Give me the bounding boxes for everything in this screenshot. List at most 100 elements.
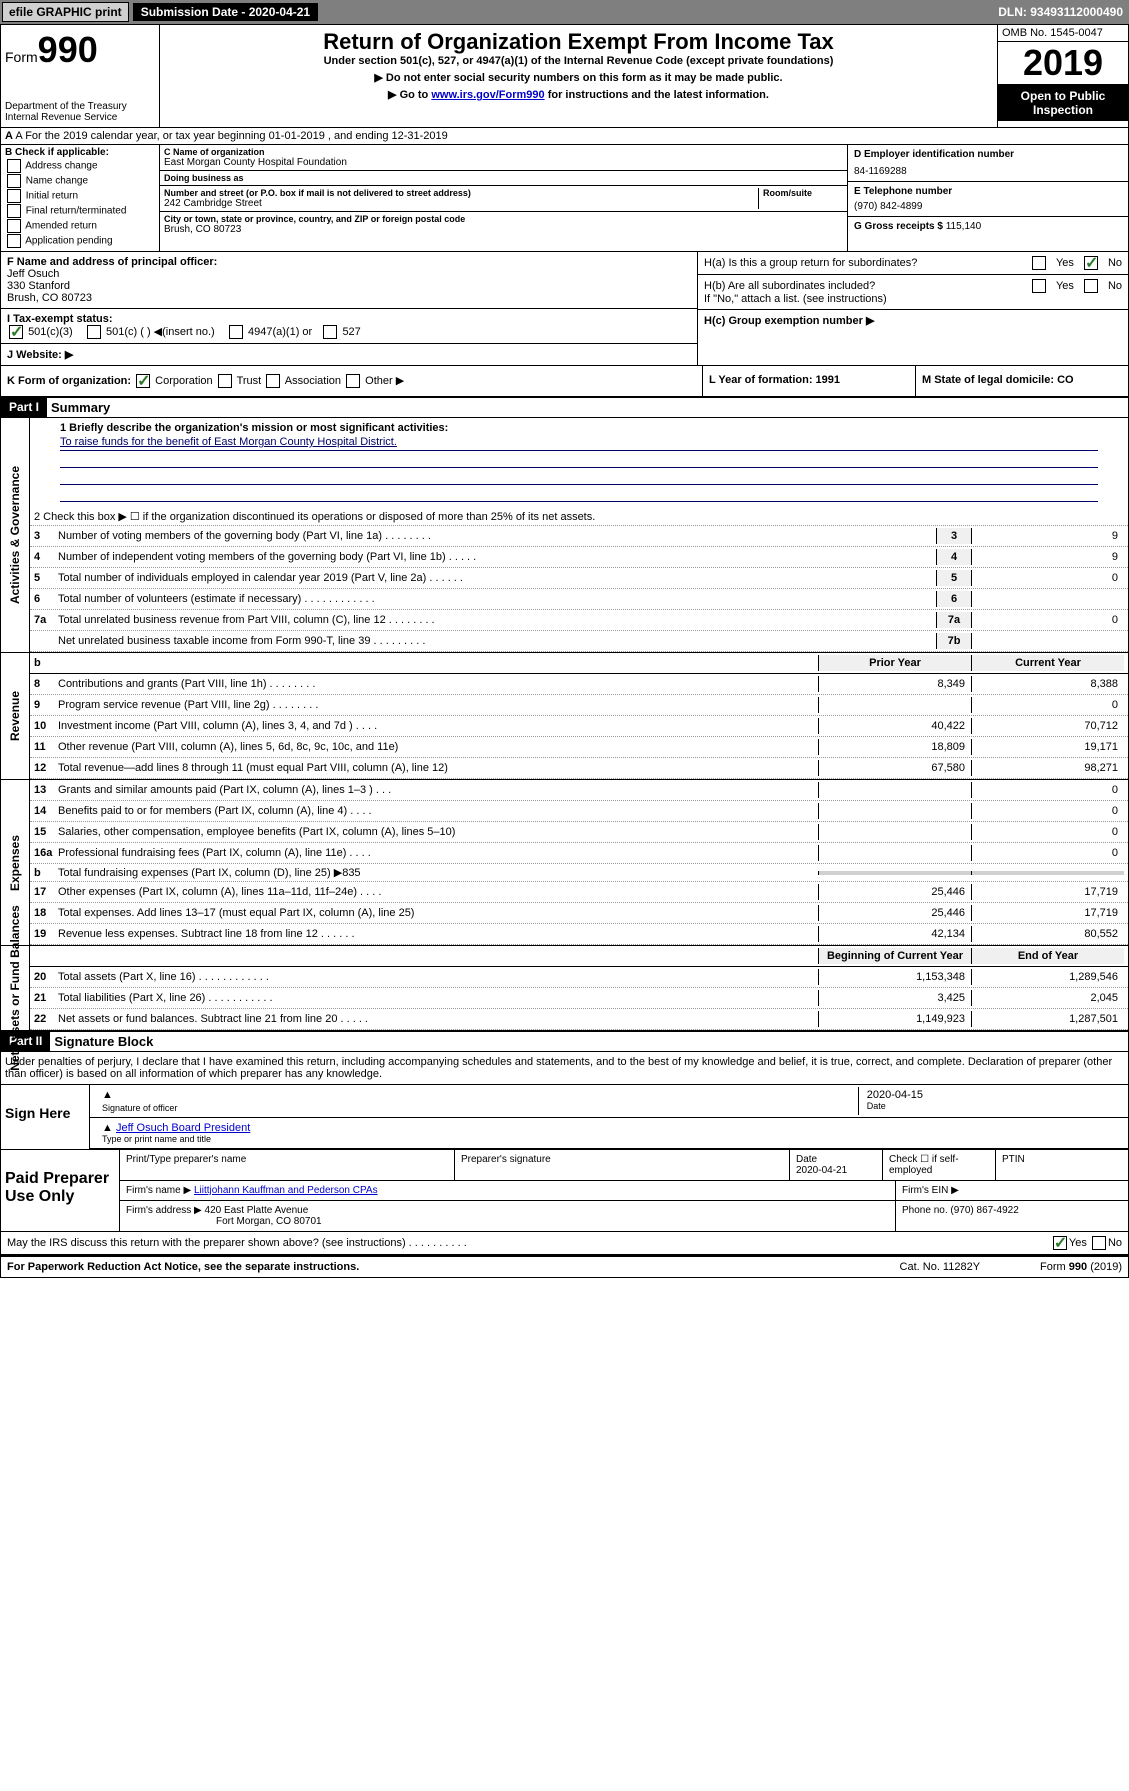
firm-name-link[interactable]: Liittjohann Kauffman and Pederson CPAs bbox=[194, 1185, 378, 1196]
dba-label: Doing business as bbox=[164, 173, 843, 183]
self-employed: Check ☐ if self-employed bbox=[883, 1150, 996, 1180]
summary-line: 6Total number of volunteers (estimate if… bbox=[30, 589, 1128, 610]
submission-date: Submission Date - 2020-04-21 bbox=[133, 3, 318, 21]
row-m-domicile: M State of legal domicile: CO bbox=[915, 366, 1128, 396]
financial-line: bTotal fundraising expenses (Part IX, co… bbox=[30, 864, 1128, 882]
officer-name: Jeff Osuch bbox=[7, 268, 691, 280]
officer-addr1: 330 Stanford bbox=[7, 280, 691, 292]
city-label: City or town, state or province, country… bbox=[164, 214, 843, 224]
row-l-formation: L Year of formation: 1991 bbox=[702, 366, 915, 396]
ein-value: 84-1169288 bbox=[854, 166, 1122, 177]
summary-line: 7aTotal unrelated business revenue from … bbox=[30, 610, 1128, 631]
financial-line: 14Benefits paid to or for members (Part … bbox=[30, 801, 1128, 822]
declaration-text: Under penalties of perjury, I declare th… bbox=[1, 1052, 1128, 1085]
form-label: Form bbox=[5, 49, 38, 65]
h-c-label: H(c) Group exemption number ▶ bbox=[704, 315, 874, 327]
part-1-header: Part I bbox=[1, 398, 47, 417]
col-b-checkboxes: B Check if applicable: Address change Na… bbox=[1, 145, 160, 251]
gross-label: G Gross receipts $ bbox=[854, 221, 943, 232]
form-header: Form990 Department of the TreasuryIntern… bbox=[1, 25, 1128, 128]
row-k-form-org: K Form of organization: Corporation Trus… bbox=[1, 366, 702, 396]
omb-number: OMB No. 1545-0047 bbox=[998, 25, 1128, 42]
firm-phone: (970) 867-4922 bbox=[950, 1205, 1018, 1216]
h-b-note: If "No," attach a list. (see instruction… bbox=[704, 293, 1122, 305]
financial-line: 12Total revenue—add lines 8 through 11 (… bbox=[30, 758, 1128, 779]
financial-line: 20Total assets (Part X, line 16) . . . .… bbox=[30, 967, 1128, 988]
open-public-badge: Open to Public Inspection bbox=[998, 85, 1128, 121]
note-link: ▶ Go to www.irs.gov/Form990 for instruct… bbox=[164, 88, 993, 101]
financial-line: 16aProfessional fundraising fees (Part I… bbox=[30, 843, 1128, 864]
end-year-header: End of Year bbox=[971, 948, 1124, 964]
tab-net-assets: Net Assets or Fund Balances bbox=[1, 946, 30, 1030]
phone-label: E Telephone number bbox=[854, 186, 1122, 197]
org-name: East Morgan County Hospital Foundation bbox=[164, 157, 843, 168]
dept-label: Department of the TreasuryInternal Reven… bbox=[5, 101, 155, 123]
financial-line: 18Total expenses. Add lines 13–17 (must … bbox=[30, 903, 1128, 924]
current-year-header: Current Year bbox=[971, 655, 1124, 671]
footer-left: For Paperwork Reduction Act Notice, see … bbox=[7, 1261, 359, 1273]
sig-date: 2020-04-15 bbox=[867, 1089, 1116, 1101]
footer-form: Form 990 (2019) bbox=[1040, 1261, 1122, 1273]
summary-line: 4Number of independent voting members of… bbox=[30, 547, 1128, 568]
org-name-label: C Name of organization bbox=[164, 147, 843, 157]
financial-line: 11Other revenue (Part VIII, column (A), … bbox=[30, 737, 1128, 758]
ptin-label: PTIN bbox=[996, 1150, 1128, 1180]
financial-line: 19Revenue less expenses. Subtract line 1… bbox=[30, 924, 1128, 945]
h-b-label: H(b) Are all subordinates included? bbox=[704, 280, 1022, 292]
part-1-title: Summary bbox=[47, 398, 114, 417]
form-subtitle: Under section 501(c), 527, or 4947(a)(1)… bbox=[164, 55, 993, 67]
officer-name-label: Type or print name and title bbox=[102, 1134, 1116, 1144]
financial-line: 17Other expenses (Part IX, column (A), l… bbox=[30, 882, 1128, 903]
row-a-tax-year: A A For the 2019 calendar year, or tax y… bbox=[1, 128, 1128, 145]
sign-here-label: Sign Here bbox=[1, 1085, 90, 1149]
financial-line: 8Contributions and grants (Part VIII, li… bbox=[30, 674, 1128, 695]
addr-label: Number and street (or P.O. box if mail i… bbox=[164, 188, 758, 198]
financial-line: 9Program service revenue (Part VIII, lin… bbox=[30, 695, 1128, 716]
financial-line: 10Investment income (Part VIII, column (… bbox=[30, 716, 1128, 737]
line-1-label: 1 Briefly describe the organization's mi… bbox=[60, 422, 1098, 434]
firm-ein-label: Firm's EIN ▶ bbox=[896, 1181, 1128, 1200]
row-i-tax-status: I Tax-exempt status: 501(c)(3) 501(c) ( … bbox=[1, 309, 697, 344]
phone-value: (970) 842-4899 bbox=[854, 201, 1122, 212]
financial-line: 21Total liabilities (Part X, line 26) . … bbox=[30, 988, 1128, 1009]
begin-year-header: Beginning of Current Year bbox=[818, 948, 971, 964]
prep-date: 2020-04-21 bbox=[796, 1165, 876, 1176]
line-2: 2 Check this box ▶ ☐ if the organization… bbox=[30, 508, 1128, 526]
sig-officer-label: Signature of officer bbox=[102, 1103, 850, 1113]
city-value: Brush, CO 80723 bbox=[164, 224, 843, 235]
website-label: J Website: ▶ bbox=[7, 349, 73, 361]
officer-label: F Name and address of principal officer: bbox=[7, 256, 691, 268]
tab-governance: Activities & Governance bbox=[1, 418, 30, 652]
part-2-title: Signature Block bbox=[50, 1032, 157, 1051]
efile-button[interactable]: efile GRAPHIC print bbox=[2, 2, 129, 22]
form-990: Form990 Department of the TreasuryIntern… bbox=[0, 24, 1129, 1278]
prior-year-header: Prior Year bbox=[818, 655, 971, 671]
date-label: Date bbox=[867, 1101, 1116, 1111]
room-label: Room/suite bbox=[763, 188, 843, 198]
financial-line: 22Net assets or fund balances. Subtract … bbox=[30, 1009, 1128, 1030]
footer-cat: Cat. No. 11282Y bbox=[900, 1261, 981, 1273]
officer-name-link[interactable]: Jeff Osuch Board President bbox=[116, 1122, 250, 1134]
summary-line: 5Total number of individuals employed in… bbox=[30, 568, 1128, 589]
tab-revenue: Revenue bbox=[1, 653, 30, 779]
top-bar: efile GRAPHIC print Submission Date - 20… bbox=[0, 0, 1129, 24]
gross-value: 115,140 bbox=[946, 221, 981, 232]
form-number: 990 bbox=[38, 29, 98, 70]
summary-line: 3Number of voting members of the governi… bbox=[30, 526, 1128, 547]
tax-year: 2019 bbox=[998, 42, 1128, 85]
h-a-label: H(a) Is this a group return for subordin… bbox=[704, 257, 1022, 269]
paid-preparer-label: Paid Preparer Use Only bbox=[1, 1150, 120, 1231]
summary-line: Net unrelated business taxable income fr… bbox=[30, 631, 1128, 652]
firm-addr2: Fort Morgan, CO 80701 bbox=[216, 1216, 889, 1227]
addr-value: 242 Cambridge Street bbox=[164, 198, 758, 209]
ein-label: D Employer identification number bbox=[854, 149, 1122, 160]
note-ssn: ▶ Do not enter social security numbers o… bbox=[164, 71, 993, 84]
prep-sig-label: Preparer's signature bbox=[461, 1154, 551, 1165]
prep-name-label: Print/Type preparer's name bbox=[126, 1154, 246, 1165]
irs-link[interactable]: www.irs.gov/Form990 bbox=[431, 89, 544, 101]
officer-addr2: Brush, CO 80723 bbox=[7, 292, 691, 304]
prep-date-label: Date bbox=[796, 1154, 876, 1165]
discuss-question: May the IRS discuss this return with the… bbox=[7, 1237, 1051, 1249]
financial-line: 15Salaries, other compensation, employee… bbox=[30, 822, 1128, 843]
mission-text: To raise funds for the benefit of East M… bbox=[60, 436, 1098, 451]
